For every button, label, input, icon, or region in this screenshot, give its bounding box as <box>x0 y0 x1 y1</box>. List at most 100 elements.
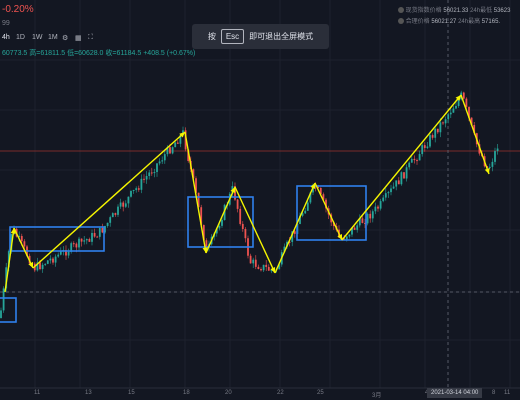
candle-body <box>390 188 392 193</box>
candle-body <box>75 243 78 248</box>
candle-body <box>447 114 450 120</box>
candle-body <box>252 259 255 264</box>
x-tick: 22 <box>277 390 284 396</box>
candle-body <box>148 172 151 177</box>
candle-body <box>215 228 218 234</box>
candle-body <box>426 146 429 148</box>
candle-body <box>114 213 117 215</box>
trend-line <box>13 227 34 269</box>
candle-body <box>358 218 361 226</box>
fullscreen-hint: 按 Esc 即可退出全屏模式 <box>192 24 329 49</box>
candle-body <box>249 255 252 264</box>
candle-body <box>98 227 101 237</box>
candle-body <box>377 206 379 209</box>
tf-1d[interactable]: 1D <box>16 34 25 41</box>
candle-body <box>80 238 83 242</box>
candle-body <box>49 258 52 261</box>
candle-body <box>494 151 496 162</box>
x-tick: 3月 <box>372 393 382 399</box>
candle-body <box>439 122 442 133</box>
candle-body <box>239 208 242 224</box>
layout-icon[interactable]: ▦ <box>75 35 82 42</box>
candle-body <box>317 186 320 188</box>
hint-prefix: 按 <box>207 32 216 41</box>
candle-body <box>59 251 62 255</box>
candle-body <box>101 227 104 233</box>
candle-body <box>106 222 109 226</box>
tf-1m[interactable]: 1M <box>48 34 58 41</box>
candle-body <box>176 142 179 144</box>
candle-body <box>431 135 434 138</box>
hint-suffix: 即可退出全屏模式 <box>249 32 314 41</box>
candle-body <box>67 251 70 256</box>
stat-row-index: 现货指数价格 56021.33 24h最低 53623 <box>398 5 510 14</box>
candle-body <box>117 206 119 215</box>
candle-body <box>184 130 187 150</box>
candle-body <box>202 224 205 241</box>
candle-body <box>137 188 140 190</box>
candle-body <box>434 128 437 138</box>
candle-body <box>392 186 395 189</box>
candle-body <box>496 148 499 152</box>
candle-body <box>197 192 200 208</box>
candle-body <box>44 263 47 265</box>
candle-body <box>444 119 447 124</box>
candle-body <box>83 240 86 242</box>
candle-body <box>132 189 135 191</box>
tf-4h[interactable]: 4h <box>2 34 10 41</box>
x-tick: 11 <box>504 390 511 396</box>
candle-body <box>187 149 190 162</box>
candle-body <box>52 258 54 263</box>
candle-body <box>395 180 398 187</box>
x-tick: 25 <box>317 390 324 396</box>
x-tick: 18 <box>183 390 190 396</box>
trend-arrow <box>455 95 461 101</box>
candle-body <box>221 219 223 226</box>
candle-body <box>418 154 421 161</box>
candle-body <box>130 190 132 197</box>
candle-body <box>88 239 91 242</box>
trend-line <box>460 94 490 175</box>
candle-body <box>291 231 294 242</box>
stat-row-fair: 合理价格 56021.27 24h最高 57165. <box>398 16 500 25</box>
candle-body <box>2 288 5 311</box>
candle-body <box>293 231 296 234</box>
trend-arrow <box>179 132 185 138</box>
candle-body <box>20 236 23 242</box>
candle-body <box>161 160 164 162</box>
ohlc-readout: 60773.5 高=61811.5 低=60628.0 收=61184.5 +4… <box>2 50 196 57</box>
candle-body <box>257 266 260 269</box>
candle-body <box>46 260 49 264</box>
trend-arrow <box>484 168 490 174</box>
candle-body <box>488 166 491 168</box>
candle-body <box>41 264 44 270</box>
candle-body <box>244 229 247 239</box>
trend-arrow <box>270 267 276 273</box>
candle-body <box>413 158 416 161</box>
x-tick: 13 <box>85 390 92 396</box>
candle-body <box>158 161 161 164</box>
tf-1w[interactable]: 1W <box>32 34 43 41</box>
candle-body <box>283 246 286 253</box>
candle-body <box>457 99 460 106</box>
info-icon <box>398 18 404 25</box>
x-tick: 11 <box>34 390 41 396</box>
candle-body <box>65 249 67 256</box>
candle-body <box>192 169 195 179</box>
candle-body <box>70 243 73 252</box>
candle-body <box>442 122 444 124</box>
x-tick: 8 <box>492 390 496 396</box>
gear-icon[interactable]: ⚙ <box>62 35 69 42</box>
trend-arrow <box>310 183 316 189</box>
crosshair-time-label: 2021-03-14 04:00 <box>427 388 483 398</box>
candle-body <box>322 194 325 200</box>
candle-body <box>156 163 158 173</box>
candle-body <box>379 201 382 209</box>
fullscreen-icon[interactable]: ⛶ <box>88 34 93 41</box>
candle-body <box>54 256 57 263</box>
candle-body <box>96 236 99 238</box>
candle-body <box>143 178 145 180</box>
candle-body <box>468 106 470 118</box>
candle-body <box>218 225 221 229</box>
